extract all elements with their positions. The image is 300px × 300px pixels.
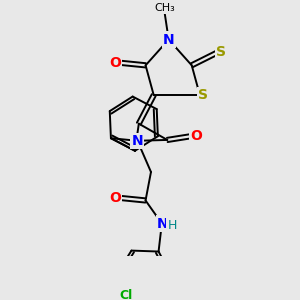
Text: O: O bbox=[190, 129, 202, 143]
Text: N: N bbox=[132, 134, 143, 148]
Text: H: H bbox=[167, 219, 177, 232]
Text: O: O bbox=[109, 191, 121, 205]
Text: N: N bbox=[163, 32, 175, 46]
Text: CH₃: CH₃ bbox=[154, 3, 175, 13]
Text: S: S bbox=[216, 45, 226, 59]
Text: N: N bbox=[157, 217, 169, 230]
Text: Cl: Cl bbox=[119, 289, 132, 300]
Text: S: S bbox=[198, 88, 208, 102]
Text: O: O bbox=[109, 56, 121, 70]
